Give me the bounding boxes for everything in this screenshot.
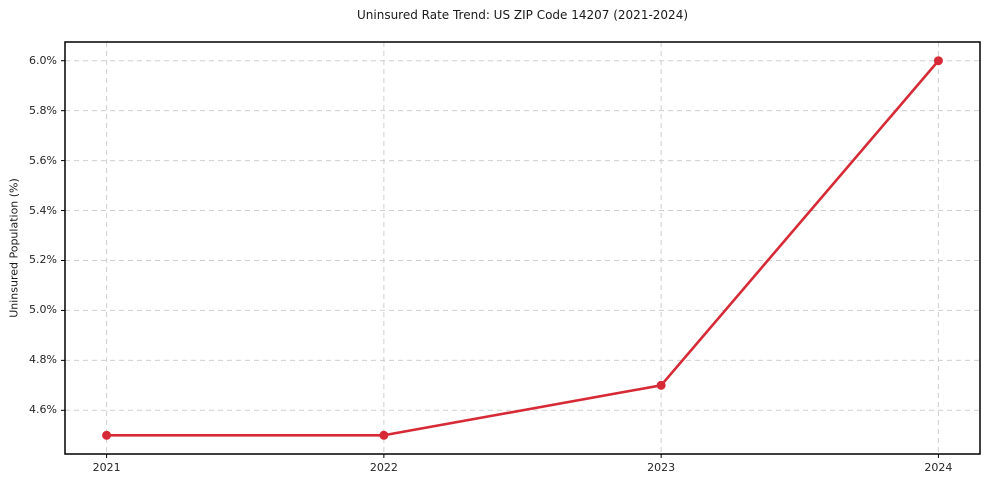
plot-border xyxy=(64,41,981,455)
data-point-marker xyxy=(102,430,112,440)
y-tick-label: 5.0% xyxy=(29,303,57,317)
x-tick-label: 2021 xyxy=(92,461,121,474)
data-point-marker xyxy=(379,430,389,440)
x-tick-label: 2023 xyxy=(647,461,676,474)
y-tick-label: 4.6% xyxy=(29,403,57,417)
x-tick-label: 2022 xyxy=(369,461,398,474)
y-tick-label: 5.2% xyxy=(29,253,57,267)
data-point-marker xyxy=(933,56,943,66)
y-tick-label: 5.8% xyxy=(29,103,57,117)
chart-title: Uninsured Rate Trend: US ZIP Code 14207 … xyxy=(356,8,689,22)
trend-line xyxy=(105,59,940,437)
y-tick-label: 5.4% xyxy=(29,203,57,217)
y-tick-label: 6.0% xyxy=(29,53,57,67)
y-tick-label: 5.6% xyxy=(29,153,57,167)
x-tick-label: 2024 xyxy=(924,461,953,474)
data-point-marker xyxy=(656,380,666,390)
y-tick-label: 4.8% xyxy=(29,353,57,367)
